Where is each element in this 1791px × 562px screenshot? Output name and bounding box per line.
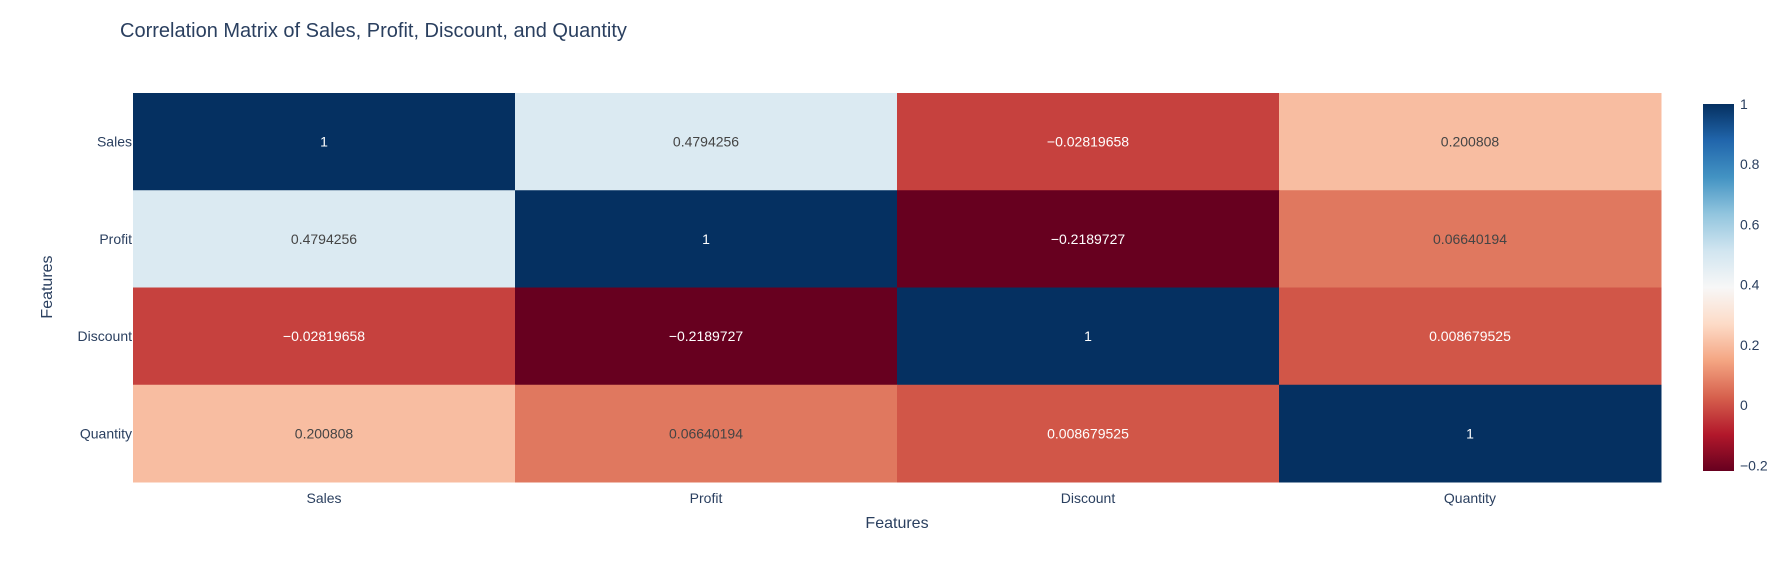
heatmap-cell-label: 0.008679525 <box>1429 328 1511 344</box>
colorbar-ticks: 1 0.8 0.6 0.4 0.2 0 −0.2 <box>1740 96 1768 473</box>
x-tick-label: Discount <box>1061 490 1116 506</box>
heatmap-cell-label: 0.200808 <box>295 425 354 441</box>
heatmap-cell <box>133 287 516 386</box>
x-tick-label: Quantity <box>1444 490 1496 506</box>
heatmap-cell <box>515 93 898 191</box>
heatmap-cell <box>1279 287 1662 386</box>
heatmap-cell <box>1279 93 1662 191</box>
colorbar-tick-label: 0.2 <box>1740 337 1760 353</box>
heatmap-cell-label: 0.4794256 <box>673 134 739 150</box>
heatmap-cell <box>515 384 898 483</box>
heatmap-cell-label: 0.008679525 <box>1047 425 1129 441</box>
x-axis-ticks: Sales Profit Discount Quantity <box>306 490 1496 506</box>
colorbar-tick-label: 0 <box>1740 397 1748 413</box>
colorbar <box>1703 104 1734 471</box>
chart-title: Correlation Matrix of Sales, Profit, Dis… <box>120 20 627 42</box>
heatmap-cell-label: −0.02819658 <box>1047 134 1129 150</box>
heatmap-cell <box>897 190 1280 288</box>
heatmap-cell-label: −0.02819658 <box>283 328 365 344</box>
colorbar-tick-label: −0.2 <box>1740 457 1768 473</box>
y-tick-label: Profit <box>99 231 132 247</box>
heatmap-cell <box>133 93 516 191</box>
heatmap-cell-label: 1 <box>320 134 328 150</box>
heatmap-cell-label: 0.4794256 <box>291 231 357 247</box>
colorbar-tick-label: 0.4 <box>1740 277 1760 293</box>
x-tick-label: Sales <box>306 490 341 506</box>
heatmap-cell <box>515 190 898 288</box>
colorbar-tick-label: 0.8 <box>1740 156 1760 172</box>
colorbar-tick-label: 1 <box>1740 96 1748 112</box>
heatmap-cell-label: 0.06640194 <box>669 425 743 441</box>
colorbar-tick-label: 0.6 <box>1740 216 1760 232</box>
heatmap-cell <box>133 384 516 483</box>
heatmap-cell-labels: 1 0.4794256 −0.02819658 0.200808 0.4794256 1 −… <box>283 134 1511 442</box>
x-axis-title: Features <box>865 515 928 532</box>
y-tick-label: Quantity <box>80 425 132 441</box>
heatmap-cell-label: 1 <box>1466 425 1474 441</box>
heatmap-cell-label: −0.2189727 <box>1051 231 1126 247</box>
heatmap-cell <box>133 190 516 288</box>
heatmap-cell <box>897 384 1280 483</box>
heatmap-cell-label: 0.200808 <box>1441 134 1500 150</box>
heatmap-cell <box>515 287 898 386</box>
heatmap-cell <box>897 287 1280 386</box>
x-tick-label: Profit <box>690 490 723 506</box>
heatmap-cells <box>133 93 1662 483</box>
heatmap-cell <box>897 93 1280 191</box>
heatmap-cell-label: 1 <box>1084 328 1092 344</box>
y-axis-title: Features <box>39 255 56 318</box>
y-tick-label: Sales <box>97 134 132 150</box>
heatmap-cell-label: −0.2189727 <box>669 328 744 344</box>
heatmap-cell-label: 1 <box>702 231 710 247</box>
heatmap-cell <box>1279 190 1662 288</box>
heatmap-cell-label: 0.06640194 <box>1433 231 1507 247</box>
heatmap-cell <box>1279 384 1662 483</box>
y-axis-ticks: Sales Profit Discount Quantity <box>78 134 133 442</box>
y-tick-label: Discount <box>78 328 133 344</box>
